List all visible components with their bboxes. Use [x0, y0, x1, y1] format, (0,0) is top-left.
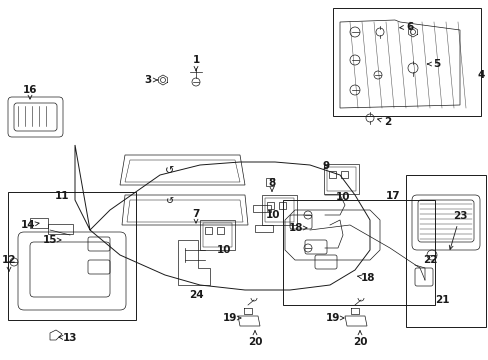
- Bar: [283, 200, 434, 305]
- Text: 15: 15: [42, 235, 61, 245]
- Bar: [200, 220, 235, 250]
- Text: 17: 17: [385, 191, 400, 201]
- Bar: [278, 202, 285, 208]
- Bar: [48, 224, 73, 234]
- Text: $\circlearrowleft$: $\circlearrowleft$: [162, 165, 174, 175]
- Text: 21: 21: [434, 295, 448, 305]
- Text: 5: 5: [427, 59, 440, 69]
- Text: 22: 22: [422, 255, 436, 265]
- Text: 7: 7: [192, 209, 199, 223]
- Bar: [254, 225, 272, 232]
- Bar: [216, 226, 223, 234]
- Text: 14: 14: [20, 220, 39, 230]
- Text: 13: 13: [59, 333, 77, 343]
- Bar: [30, 218, 48, 228]
- Bar: [265, 178, 273, 186]
- Bar: [332, 8, 480, 116]
- Bar: [8, 192, 136, 320]
- Bar: [204, 226, 211, 234]
- Text: 9: 9: [322, 161, 329, 171]
- Text: 11: 11: [55, 191, 69, 201]
- Bar: [203, 223, 231, 247]
- Bar: [328, 171, 335, 177]
- Text: 2: 2: [377, 117, 391, 127]
- Bar: [264, 198, 293, 222]
- Bar: [340, 171, 347, 177]
- Text: 3: 3: [144, 75, 157, 85]
- Bar: [405, 175, 485, 327]
- Text: 8: 8: [268, 178, 275, 191]
- Bar: [252, 205, 270, 212]
- Text: 20: 20: [352, 331, 366, 347]
- Text: 19: 19: [223, 313, 241, 323]
- Text: 6: 6: [399, 22, 413, 32]
- Text: 10: 10: [216, 245, 231, 255]
- Text: 18: 18: [288, 223, 306, 233]
- Text: 20: 20: [247, 331, 262, 347]
- Text: 4: 4: [476, 70, 484, 80]
- Text: 23: 23: [448, 211, 467, 249]
- Text: 10: 10: [335, 192, 349, 202]
- Text: 1: 1: [192, 55, 199, 71]
- Text: 24: 24: [188, 290, 203, 300]
- Bar: [266, 202, 273, 208]
- Text: 16: 16: [23, 85, 37, 99]
- Text: 12: 12: [2, 255, 16, 271]
- Text: 19: 19: [325, 313, 344, 323]
- Text: $\circlearrowleft$: $\circlearrowleft$: [164, 195, 175, 205]
- Bar: [326, 167, 355, 191]
- Bar: [324, 164, 358, 194]
- Text: 10: 10: [265, 210, 280, 220]
- Text: 18: 18: [357, 273, 374, 283]
- Bar: [262, 195, 296, 225]
